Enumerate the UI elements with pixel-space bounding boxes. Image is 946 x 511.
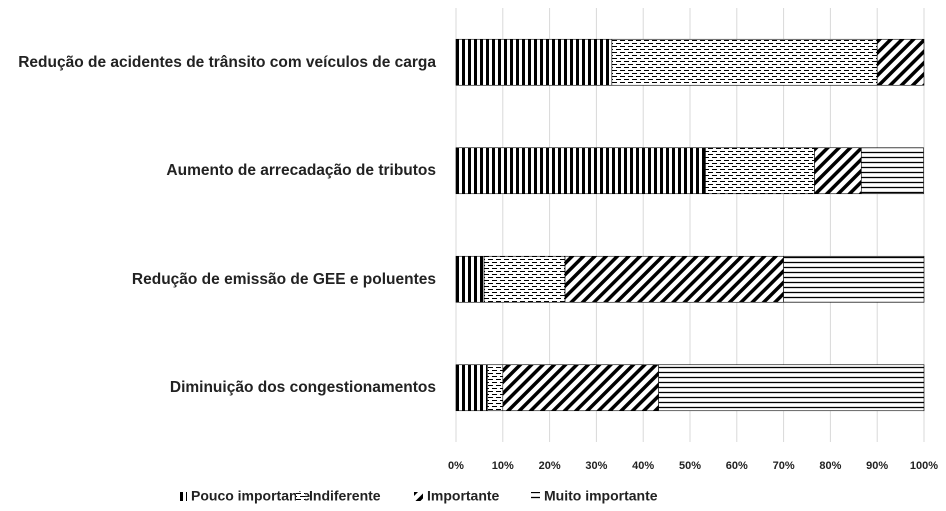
bar-segment	[611, 38, 878, 86]
legend-swatch	[296, 492, 305, 501]
bar-segment	[860, 147, 924, 195]
legend-label: Pouco importante	[191, 488, 310, 504]
bar-segment	[705, 147, 815, 195]
legend-label: Indiferente	[309, 488, 381, 504]
category-label: Redução de acidentes de trânsito com veí…	[18, 53, 436, 71]
bar-segment	[876, 38, 925, 86]
category-label: Redução de emissão de GEE e poluentes	[131, 270, 436, 288]
x-tick-label: 40%	[632, 460, 654, 472]
bar-segment	[658, 364, 925, 412]
bar-segment	[455, 147, 706, 195]
x-tick-label: 50%	[679, 460, 701, 472]
x-tick-label: 70%	[773, 460, 795, 472]
x-tick-label: 30%	[585, 460, 607, 472]
bar-segment	[455, 38, 613, 86]
category-label: Diminuição dos congestionamentos	[169, 379, 436, 397]
legend-swatch	[178, 492, 187, 501]
bar-segment	[502, 364, 659, 412]
bar-segment	[483, 255, 566, 303]
bar-segment	[783, 255, 925, 303]
category-label: Aumento de arrecadação de tributos	[166, 162, 436, 180]
x-tick-label: 10%	[492, 460, 514, 472]
bar-segment	[455, 364, 488, 412]
legend-swatch	[414, 492, 423, 501]
x-tick-label: 20%	[539, 460, 561, 472]
x-tick-label: 60%	[726, 460, 748, 472]
bar-segment	[455, 255, 485, 303]
x-tick-label: 90%	[866, 460, 888, 472]
legend-label: Muito importante	[544, 488, 658, 504]
x-tick-label: 80%	[819, 460, 841, 472]
bar-segment	[564, 255, 784, 303]
x-tick-label: 0%	[448, 460, 464, 472]
legend-swatch	[531, 492, 540, 501]
legend-label: Importante	[427, 488, 500, 504]
bar-segment	[814, 147, 862, 195]
x-tick-label: 100%	[910, 460, 938, 472]
bar-segment	[487, 364, 504, 412]
